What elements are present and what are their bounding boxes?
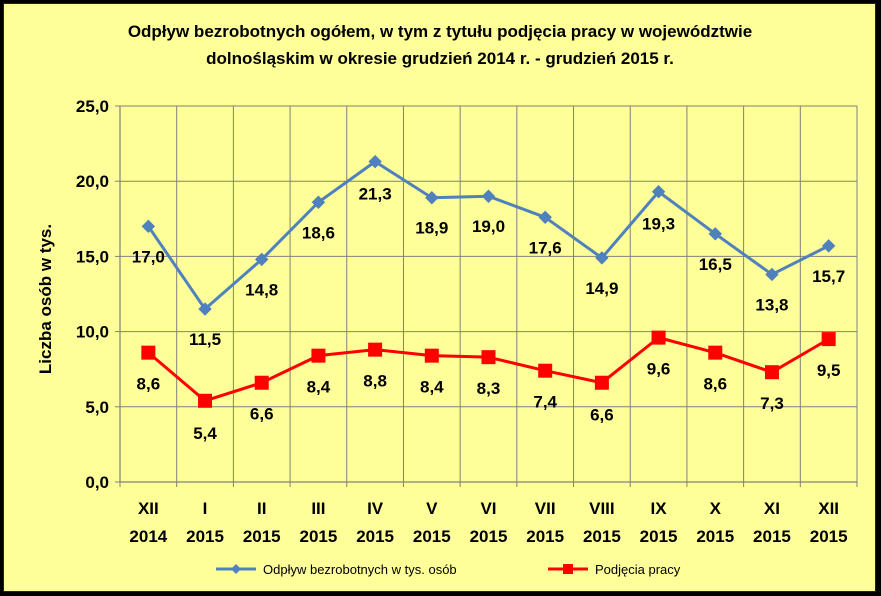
plot-area: 0,0 5,0 10,0 15,0 20,0 25,0 XII 2014 I 2015 II 2015…: [76, 97, 858, 546]
x-tick-label-month: XII: [818, 499, 839, 518]
series-2-point: [368, 342, 383, 357]
series-2-point: [481, 350, 496, 365]
x-tick-label-month: I: [203, 499, 208, 518]
data-label-series-2: 5,4: [193, 424, 217, 443]
legend-marker-square: [563, 564, 573, 574]
series-2-point: [198, 393, 213, 408]
chart-title-line1: Odpływ bezrobotnych ogółem, w tym z tytu…: [128, 22, 752, 41]
data-label-series-2: 8,4: [420, 378, 444, 397]
data-label-series-2: 9,6: [647, 360, 671, 379]
data-label-series-1: 13,8: [755, 295, 788, 314]
x-tick-label-year: 2015: [696, 527, 734, 546]
data-label-series-2: 8,3: [477, 379, 501, 398]
y-tick-label: 5,0: [85, 398, 109, 417]
x-tick-label-year: 2015: [470, 527, 508, 546]
y-axis-label: Liczba osób w tys.: [36, 224, 55, 374]
series-2-point: [311, 348, 326, 363]
x-tick-label-month: VIII: [589, 499, 615, 518]
x-tick-label-year: 2015: [640, 527, 678, 546]
series-2-point: [764, 365, 779, 380]
legend-marker-diamond: [231, 564, 241, 574]
data-label-series-2: 6,6: [250, 405, 274, 424]
data-label-series-2: 9,5: [817, 361, 841, 380]
series-2-point: [141, 345, 156, 360]
series-1-point: [765, 267, 779, 282]
y-tick-label: 10,0: [76, 323, 109, 342]
series-1-point: [311, 195, 326, 209]
y-tick-label: 0,0: [85, 473, 109, 492]
series-1-point: [651, 185, 666, 199]
x-tick-label-month: IV: [367, 499, 384, 518]
series-1-point: [141, 219, 156, 234]
data-label-series-2: 8,8: [363, 372, 387, 391]
series-2-point: [594, 375, 609, 390]
data-label-series-2: 8,6: [137, 375, 161, 394]
data-label-series-1: 11,5: [189, 330, 221, 349]
data-label-series-2: 7,3: [760, 394, 784, 413]
x-tick-label-year: 2015: [300, 527, 338, 546]
data-label-series-1: 18,6: [302, 223, 335, 242]
x-tick-label-year: 2015: [413, 527, 451, 546]
x-tick-label-year: 2015: [753, 527, 791, 546]
x-tick-label-year: 2015: [356, 527, 394, 546]
series-2-point: [424, 348, 439, 363]
series-2-point: [708, 345, 723, 360]
x-tick-label-month: IX: [651, 499, 668, 518]
x-tick-label-year: 2015: [186, 527, 224, 546]
x-tick-label-month: VII: [535, 499, 556, 518]
series-1-point: [255, 252, 269, 267]
series-2-point: [821, 332, 836, 347]
data-label-series-2: 7,4: [533, 393, 557, 412]
data-label-series-1: 14,8: [245, 280, 278, 299]
series-1-point: [368, 154, 382, 169]
series-1-point: [481, 189, 496, 203]
series-1-point: [821, 239, 836, 253]
series-2-point: [651, 330, 666, 345]
series-1-point: [595, 251, 609, 265]
data-label-series-2: 8,6: [703, 375, 727, 394]
series-1-point: [708, 227, 722, 241]
series-2-point: [254, 375, 269, 390]
y-tick-label: 15,0: [76, 247, 109, 266]
x-tick-label-month: V: [426, 499, 438, 518]
legend: Odpływ bezrobotnych w tys. osób Podjęcia …: [216, 562, 681, 577]
x-tick-label-month: X: [710, 499, 722, 518]
x-tick-label-month: II: [257, 499, 266, 518]
data-label-series-1: 17,0: [132, 247, 165, 266]
data-label-series-1: 17,6: [529, 238, 562, 257]
x-tick-label-month: VI: [480, 499, 496, 518]
data-label-series-1: 16,5: [699, 255, 732, 274]
chart-title-line2: dolnośląskim w okresie grudzień 2014 r. …: [206, 49, 674, 68]
data-label-series-1: 19,3: [642, 215, 675, 234]
y-tick-label: 25,0: [76, 97, 109, 116]
data-label-series-1: 14,9: [585, 279, 618, 298]
x-tick-label-year: 2015: [810, 527, 848, 546]
y-tick-label: 20,0: [76, 172, 109, 191]
series-1-point: [538, 210, 552, 225]
data-label-series-1: 21,3: [359, 185, 392, 204]
x-tick-label-year: 2015: [526, 527, 564, 546]
data-label-series-2: 8,4: [307, 378, 331, 397]
x-tick-label-year: 2015: [243, 527, 281, 546]
x-tick-label-year: 2015: [583, 527, 621, 546]
x-tick-label-month: III: [311, 499, 325, 518]
data-label-series-2: 6,6: [590, 406, 614, 425]
x-tick-label-year: 2014: [129, 527, 167, 546]
legend-label-1: Odpływ bezrobotnych w tys. osób: [263, 562, 457, 577]
series-1-point: [198, 302, 212, 316]
data-label-series-1: 19,0: [472, 217, 505, 236]
data-label-series-1: 15,7: [812, 267, 845, 286]
series-2-point: [538, 363, 553, 378]
plot-background: [120, 106, 857, 482]
x-tick-label-month: XII: [138, 499, 159, 518]
series-1-point: [425, 191, 439, 205]
data-label-series-1: 18,9: [415, 219, 448, 238]
legend-label-2: Podjęcia pracy: [595, 562, 681, 577]
x-tick-label-month: XI: [764, 499, 780, 518]
